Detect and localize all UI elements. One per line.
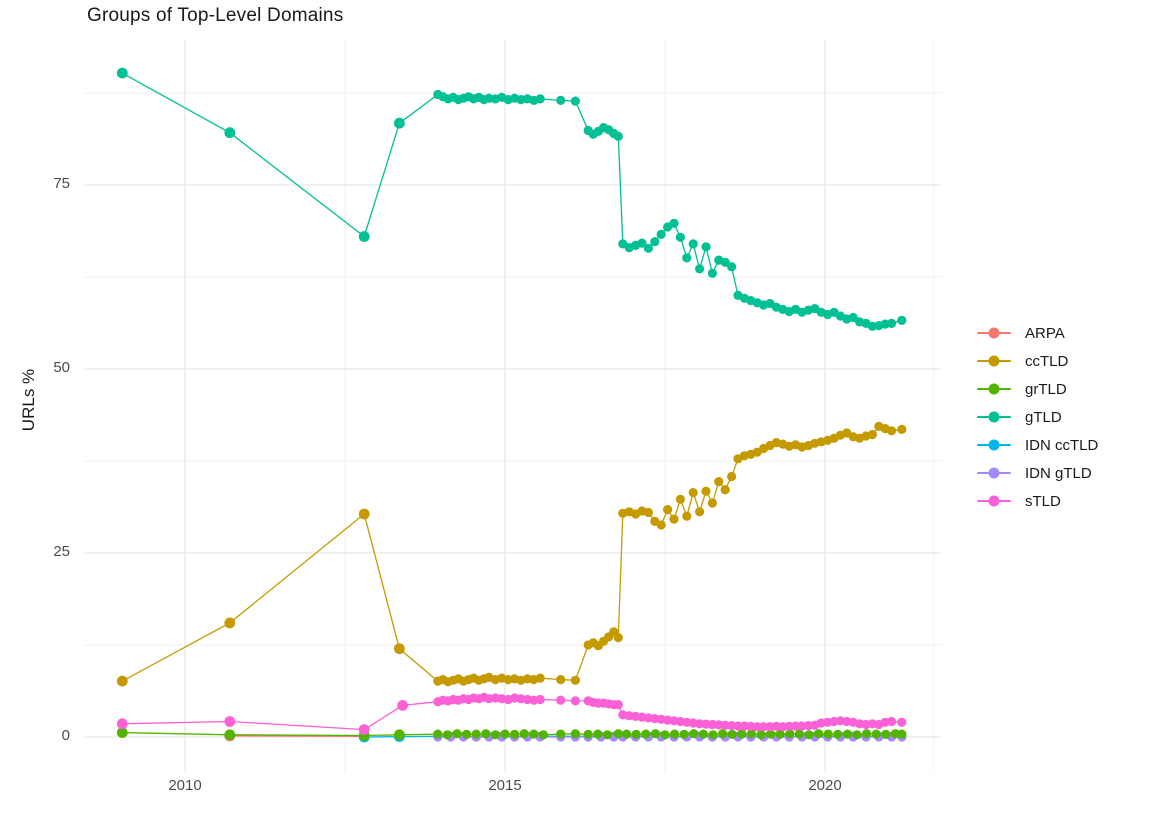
legend-item-arpa: ARPA <box>977 319 1098 347</box>
y-tick-label-50: 50 <box>53 359 70 376</box>
chart-title: Groups of Top-Level Domains <box>87 5 344 26</box>
legend-key-icon <box>977 465 1011 481</box>
legend-item-stld: sTLD <box>977 487 1098 515</box>
legend-label: IDN gTLD <box>1025 464 1092 482</box>
legend-key-icon <box>977 437 1011 453</box>
legend-key-icon <box>977 353 1011 369</box>
legend-label: grTLD <box>1025 380 1067 398</box>
legend-key-icon <box>977 493 1011 509</box>
legend-label: IDN ccTLD <box>1025 436 1099 454</box>
legend-label: ARPA <box>1025 324 1065 342</box>
legend-item-gtld: gTLD <box>977 403 1098 431</box>
y-tick-label-25: 25 <box>53 543 70 560</box>
legend: ARPA ccTLD grTLD gTLD IDN ccTLD IDN gTLD… <box>977 319 1098 515</box>
x-tick-label-2020: 2020 <box>808 777 842 794</box>
legend-label: gTLD <box>1025 408 1062 426</box>
legend-item-idn-gtld: IDN gTLD <box>977 459 1098 487</box>
legend-label: sTLD <box>1025 492 1061 510</box>
legend-label: ccTLD <box>1025 352 1069 370</box>
legend-item-cctld: ccTLD <box>977 347 1098 375</box>
y-tick-label-0: 0 <box>61 727 70 744</box>
legend-key-icon <box>977 325 1011 341</box>
x-tick-label-2010: 2010 <box>168 777 202 794</box>
x-tick-label-2015: 2015 <box>488 777 522 794</box>
legend-key-icon <box>977 381 1011 397</box>
legend-item-idn-cctld: IDN ccTLD <box>977 431 1098 459</box>
y-axis-title: URLs % <box>19 368 38 432</box>
legend-key-icon <box>977 409 1011 425</box>
y-tick-label-75: 75 <box>53 175 70 192</box>
legend-item-grtld: grTLD <box>977 375 1098 403</box>
